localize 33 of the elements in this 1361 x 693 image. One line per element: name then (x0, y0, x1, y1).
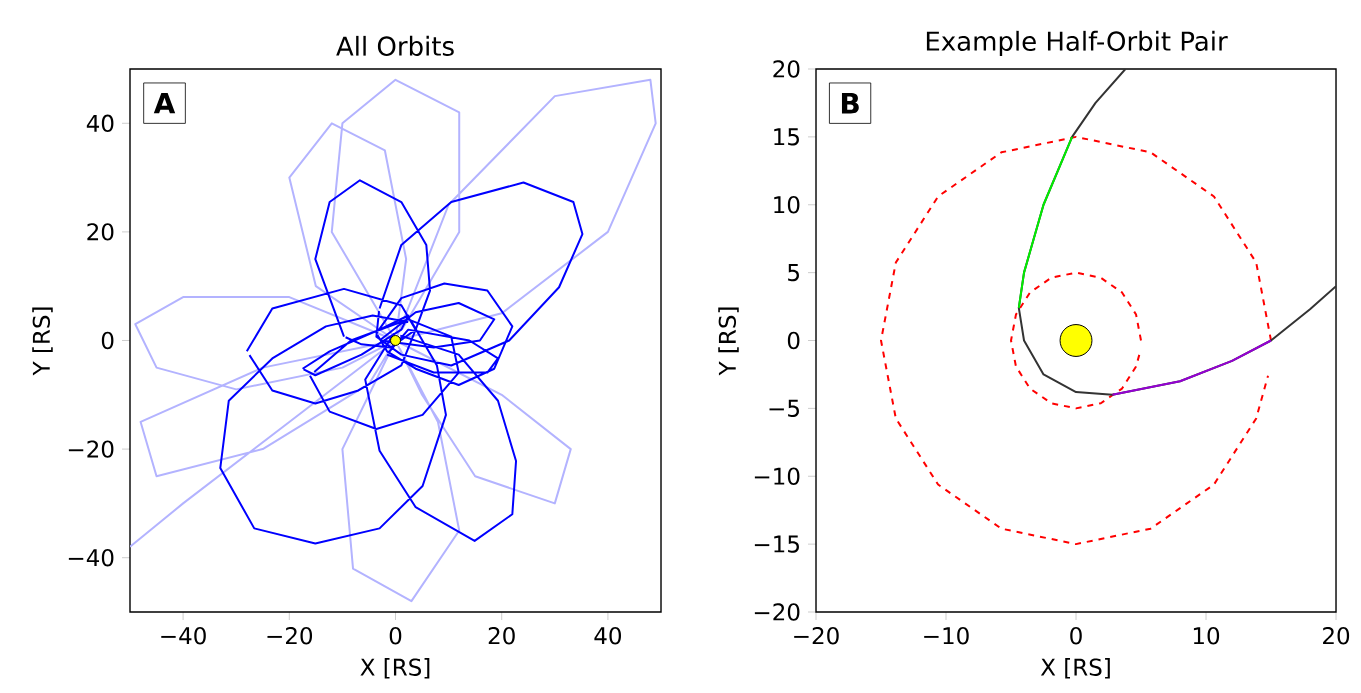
annotation: B (841, 92, 859, 114)
y-tick-label: 10 (774, 196, 800, 214)
x-tick-label: −10 (924, 627, 969, 645)
x-axis-title: X [RS] (360, 658, 430, 679)
y-tick-label: 0 (101, 331, 114, 350)
y-tick-label: −40 (68, 549, 114, 567)
x-tick-label: 20 (488, 627, 515, 645)
annotation: A (153, 92, 176, 114)
x-tick-label: −40 (161, 627, 206, 645)
x-axis-title: X [RS] (1040, 658, 1110, 679)
chart-title: All Orbits (336, 35, 454, 56)
y-tick-label: 15 (774, 128, 799, 146)
x-tick-label: 0 (389, 627, 402, 645)
y-tick-label: −10 (754, 467, 800, 485)
x-tick-label: 0 (1070, 627, 1082, 645)
y-axis-title: Y [RS] (718, 307, 739, 376)
line-series (1017, 135, 1074, 309)
y-tick-label: 20 (773, 60, 800, 78)
y-tick-label: −20 (754, 603, 800, 621)
y-tick-label: −5 (769, 399, 799, 417)
y-tick-label: 40 (86, 114, 114, 132)
y-tick-label: 0 (787, 331, 800, 350)
x-tick-label: 20 (1323, 627, 1350, 645)
chart-title: Example Half-Orbit Pair (926, 30, 1228, 56)
y-tick-label: 5 (788, 264, 799, 282)
y-tick-label: −20 (68, 440, 114, 458)
x-tick-label: 10 (1193, 627, 1220, 645)
x-tick-label: −20 (267, 627, 313, 645)
y-tick-label: −15 (754, 535, 799, 553)
line-series (1111, 339, 1273, 396)
x-tick-label: 40 (594, 627, 621, 645)
y-tick-label: 20 (87, 223, 114, 241)
y-axis-title: Y [RS] (32, 307, 53, 376)
